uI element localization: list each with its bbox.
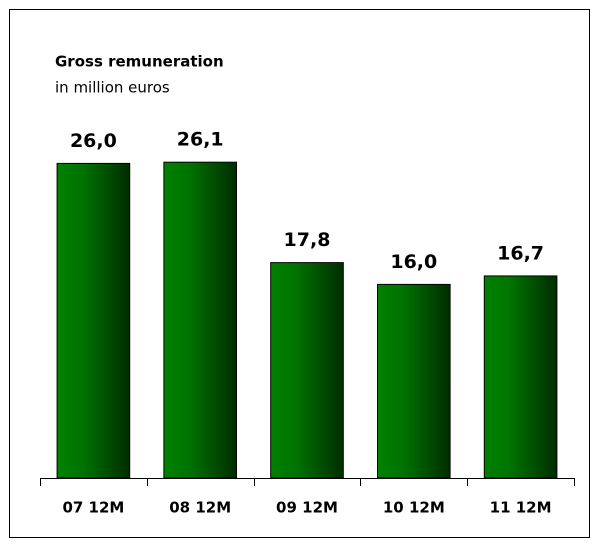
x-tick-label: 08 12M bbox=[169, 499, 231, 517]
value-label: 17,8 bbox=[284, 229, 331, 251]
x-tick-label: 09 12M bbox=[276, 499, 338, 517]
bar-shade bbox=[164, 162, 237, 478]
bar-shade bbox=[57, 163, 130, 478]
x-tick-label: 07 12M bbox=[62, 499, 124, 517]
value-label: 16,0 bbox=[390, 251, 437, 273]
chart-subtitle: in million euros bbox=[55, 79, 170, 97]
value-label: 16,7 bbox=[497, 242, 544, 264]
value-label: 26,0 bbox=[70, 130, 117, 152]
bar-shade bbox=[377, 284, 450, 478]
x-tick-label: 10 12M bbox=[383, 499, 445, 517]
value-label: 26,1 bbox=[177, 129, 224, 151]
bar-shade bbox=[484, 276, 557, 478]
chart-title: Gross remuneration bbox=[55, 53, 224, 71]
bar-shade bbox=[271, 263, 343, 478]
x-tick-label: 11 12M bbox=[490, 499, 552, 517]
